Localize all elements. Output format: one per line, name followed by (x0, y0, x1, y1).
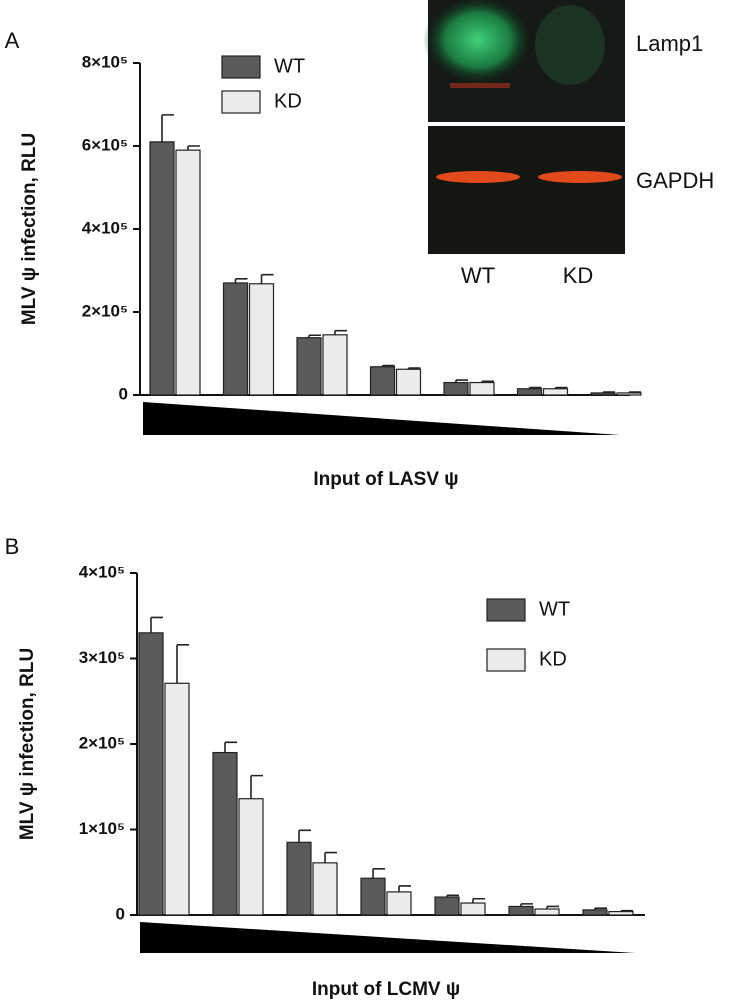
x-axis-title: Input of LASV ψ (313, 469, 458, 490)
error-bar (398, 885, 411, 892)
input-gradient (140, 922, 635, 953)
y-axis-title: MLV ψ infection, RLU (19, 133, 40, 325)
error-bar (455, 379, 468, 383)
western-blot (423, 0, 625, 254)
error-bar (161, 114, 174, 142)
error-bar (234, 278, 248, 283)
error-bar (260, 273, 274, 284)
y-tick-label: 4×10⁵ (82, 218, 128, 237)
error-bar (628, 391, 641, 393)
error-bar (298, 829, 311, 843)
input-gradient (143, 402, 620, 435)
legend-label: KD (539, 648, 567, 670)
error-bar (546, 905, 559, 910)
bar (360, 877, 386, 916)
bar (508, 905, 534, 916)
error-bar (472, 897, 485, 904)
y-tick-label: 2×10⁵ (82, 301, 128, 320)
bar (222, 282, 249, 396)
error-bar (224, 741, 237, 753)
bar (369, 366, 396, 396)
error-bar (308, 334, 321, 338)
legend-label: WT (539, 598, 570, 620)
error-bar (620, 909, 633, 912)
error-bar (407, 367, 421, 370)
legend-label: KD (274, 90, 302, 112)
bar (296, 337, 322, 396)
bar (175, 149, 201, 396)
bar (138, 632, 164, 916)
bar (469, 381, 495, 396)
error-bar (187, 145, 200, 151)
bar (590, 392, 616, 396)
error-bar (520, 903, 533, 907)
error-bar (554, 386, 568, 389)
bar (443, 381, 469, 396)
bar (534, 908, 560, 916)
y-tick-label: 8×10⁵ (82, 52, 128, 71)
error-bar (176, 644, 189, 684)
legend-swatch (486, 648, 526, 672)
bar (312, 862, 338, 916)
legend-swatch (221, 90, 261, 114)
bar (395, 368, 422, 396)
y-tick-label: 1×10⁵ (79, 819, 125, 838)
panel-label: A (5, 28, 20, 53)
y-tick-label: 6×10⁵ (82, 135, 128, 154)
bar (542, 388, 569, 396)
bar (164, 682, 190, 916)
bar (608, 910, 634, 916)
bar (212, 751, 238, 916)
bar (582, 909, 608, 916)
bar (322, 334, 348, 396)
y-tick-label: 0 (116, 904, 125, 923)
legend-label: WT (274, 55, 305, 77)
blot-lane-label: KD (563, 263, 594, 288)
x-axis-title: Input of LCMV ψ (312, 979, 460, 1000)
legend-swatch (221, 55, 261, 79)
bar (149, 141, 175, 396)
bar (286, 841, 312, 916)
error-bar (481, 380, 494, 383)
bar (386, 891, 412, 916)
y-tick-label: 4×10⁵ (79, 562, 125, 581)
blot-band-label: GAPDH (636, 168, 714, 193)
error-bar (372, 868, 385, 879)
blot-band-label: Lamp1 (636, 31, 703, 56)
bar (460, 902, 486, 916)
bar (248, 283, 275, 396)
error-bar (528, 386, 542, 389)
y-tick-label: 2×10⁵ (79, 733, 125, 752)
bar (434, 896, 460, 916)
bar (616, 392, 642, 396)
error-bar (446, 894, 459, 898)
panel-label: B (5, 534, 20, 559)
error-bar (381, 364, 395, 367)
bar (238, 798, 264, 916)
blot-lane-label: WT (461, 263, 495, 288)
error-bar (250, 774, 263, 799)
y-tick-label: 3×10⁵ (79, 648, 125, 667)
legend-swatch (486, 598, 526, 622)
error-bar (602, 391, 615, 393)
bar (516, 388, 543, 396)
y-axis-title: MLV ψ infection, RLU (17, 648, 38, 840)
error-bar (594, 907, 607, 910)
y-tick-label: 0 (119, 384, 128, 403)
error-bar (334, 329, 347, 335)
error-bar (150, 616, 163, 633)
error-bar (324, 851, 337, 863)
